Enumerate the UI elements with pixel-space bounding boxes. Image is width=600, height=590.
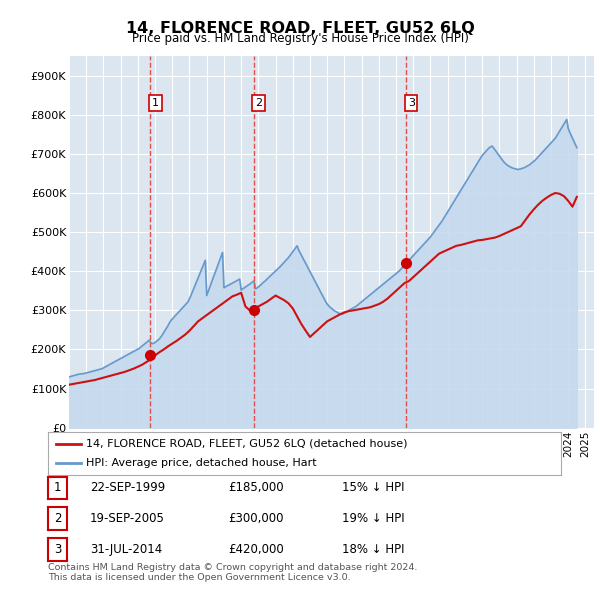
Text: 19% ↓ HPI: 19% ↓ HPI	[342, 512, 404, 525]
Text: £185,000: £185,000	[228, 481, 284, 494]
Text: 14, FLORENCE ROAD, FLEET, GU52 6LQ (detached house): 14, FLORENCE ROAD, FLEET, GU52 6LQ (deta…	[86, 439, 408, 449]
Text: 14, FLORENCE ROAD, FLEET, GU52 6LQ: 14, FLORENCE ROAD, FLEET, GU52 6LQ	[125, 21, 475, 35]
Text: 31-JUL-2014: 31-JUL-2014	[90, 543, 162, 556]
Text: 22-SEP-1999: 22-SEP-1999	[90, 481, 165, 494]
Text: 2: 2	[54, 512, 61, 525]
Text: 15% ↓ HPI: 15% ↓ HPI	[342, 481, 404, 494]
Text: £300,000: £300,000	[228, 512, 284, 525]
Text: 2: 2	[255, 98, 262, 108]
Text: 3: 3	[407, 98, 415, 108]
Text: 1: 1	[152, 98, 159, 108]
Text: 18% ↓ HPI: 18% ↓ HPI	[342, 543, 404, 556]
Text: 3: 3	[54, 543, 61, 556]
Text: 19-SEP-2005: 19-SEP-2005	[90, 512, 165, 525]
Text: Price paid vs. HM Land Registry's House Price Index (HPI): Price paid vs. HM Land Registry's House …	[131, 32, 469, 45]
Text: HPI: Average price, detached house, Hart: HPI: Average price, detached house, Hart	[86, 458, 317, 468]
Text: £420,000: £420,000	[228, 543, 284, 556]
Text: 1: 1	[54, 481, 61, 494]
Text: Contains HM Land Registry data © Crown copyright and database right 2024.
This d: Contains HM Land Registry data © Crown c…	[48, 563, 418, 582]
